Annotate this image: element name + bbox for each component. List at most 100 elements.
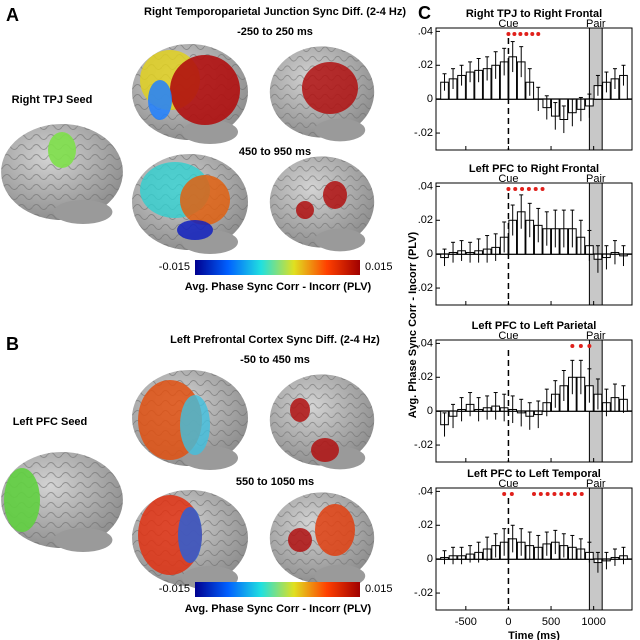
activation: [311, 438, 339, 462]
colorbar: [195, 260, 360, 275]
colorbar-min: -0.015: [159, 261, 190, 273]
plot-frame: [435, 27, 633, 151]
activation: [177, 220, 213, 240]
seed-label: Left PFC Seed: [13, 416, 88, 428]
activation: [296, 201, 314, 219]
significance-dot: [587, 344, 592, 348]
y-tick-label: 0: [427, 248, 433, 260]
significance-dot: [559, 492, 564, 496]
seed-region: [4, 468, 40, 532]
significance-dot: [578, 344, 583, 348]
significance-dot: [566, 492, 571, 496]
significance-dot: [530, 32, 535, 36]
y-axis-label: Avg. Phase Sync Corr - Incorr (PLV): [407, 231, 419, 418]
x-tick-label: 500: [542, 616, 560, 628]
colorbar-max: 0.015: [365, 261, 393, 273]
chart-title: Left PFC to Right Frontal: [469, 163, 599, 175]
seed-region: [48, 132, 76, 168]
x-axis-label: Time (ms): [508, 630, 560, 640]
window-label: 550 to 1050 ms: [236, 476, 314, 488]
chart-title: Right TPJ to Right Frontal: [466, 8, 602, 20]
chart-title: Left PFC to Left Temporal: [467, 468, 601, 480]
colorbar-min: -0.015: [159, 583, 190, 595]
y-tick-label: .02: [418, 519, 433, 531]
colorbar-max: 0.015: [365, 583, 393, 595]
colorbar-label: Avg. Phase Sync Corr - Incorr (PLV): [185, 603, 372, 615]
seed-label: Right TPJ Seed: [12, 94, 93, 106]
significance-dot: [518, 32, 523, 36]
chart-title: Left PFC to Left Parietal: [472, 320, 597, 332]
activation: [180, 395, 210, 455]
y-tick-label: .02: [418, 59, 433, 71]
panel-a: A Right Temporoparietal Junction Sync Di…: [1, 5, 406, 293]
x-tick-label: -500: [455, 616, 477, 628]
significance-dot: [570, 344, 575, 348]
activation: [148, 80, 172, 120]
colorbar-label: Avg. Phase Sync Corr - Incorr (PLV): [185, 281, 372, 293]
panel-label: B: [6, 334, 19, 354]
y-tick-label: 0: [427, 93, 433, 105]
window-label: -250 to 250 ms: [237, 26, 313, 38]
colorbar: [195, 582, 360, 597]
cue-label: Cue: [498, 18, 518, 30]
x-tick-label: 0: [505, 616, 511, 628]
significance-dot: [512, 32, 517, 36]
panel-title: Left Prefrontal Cortex Sync Diff. (2-4 H…: [170, 334, 380, 346]
activation: [302, 62, 358, 114]
cue-label: Cue: [498, 478, 518, 490]
pair-label: Pair: [586, 330, 606, 342]
y-tick-label: .04: [418, 180, 433, 192]
pair-window: [588, 182, 603, 306]
y-tick-label: .04: [418, 337, 433, 349]
pair-label: Pair: [586, 478, 606, 490]
x-tick-label: 1000: [581, 616, 605, 628]
significance-dot: [538, 492, 543, 496]
activation: [288, 528, 312, 552]
y-tick-label: .04: [418, 25, 433, 37]
activation: [178, 507, 202, 563]
brain: [269, 156, 375, 252]
y-tick-label: 0: [427, 553, 433, 565]
significance-dot: [532, 492, 536, 496]
significance-dot: [520, 187, 525, 191]
panel-label: A: [6, 5, 19, 25]
significance-dot: [579, 492, 584, 496]
significance-dot: [552, 492, 557, 496]
y-tick-label: -.02: [414, 587, 433, 599]
significance-dot: [526, 187, 531, 191]
significance-dot: [572, 492, 577, 496]
activation: [323, 181, 347, 209]
plot-frame: [435, 339, 633, 463]
plot-frame: [435, 182, 633, 306]
significance-dot: [533, 187, 538, 191]
y-tick-label: -.02: [414, 282, 433, 294]
panel-title: Right Temporoparietal Junction Sync Diff…: [144, 6, 406, 18]
window-label: -50 to 450 ms: [240, 354, 310, 366]
significance-dot: [502, 492, 507, 496]
cue-label: Cue: [498, 173, 518, 185]
cue-label: Cue: [498, 330, 518, 342]
significance-dot: [545, 492, 550, 496]
y-tick-label: .02: [418, 214, 433, 226]
window-label: 450 to 950 ms: [239, 146, 311, 158]
panel-b: B Left Prefrontal Cortex Sync Diff. (2-4…: [1, 334, 393, 615]
plot-frame: [435, 487, 633, 611]
significance-dot: [509, 492, 514, 496]
significance-dot: [536, 32, 541, 36]
y-tick-label: .04: [418, 485, 433, 497]
activation: [170, 55, 240, 125]
pair-label: Pair: [586, 18, 606, 30]
significance-dot: [506, 32, 511, 36]
significance-dot: [540, 187, 545, 191]
y-tick-label: .02: [418, 371, 433, 383]
y-tick-label: -.02: [414, 439, 433, 451]
y-tick-label: -.02: [414, 127, 433, 139]
pair-label: Pair: [586, 173, 606, 185]
significance-dot: [506, 187, 511, 191]
activation: [180, 175, 230, 225]
significance-dot: [513, 187, 518, 191]
activation: [290, 398, 310, 422]
pair-window: [588, 487, 603, 611]
panel-label: C: [418, 3, 431, 23]
